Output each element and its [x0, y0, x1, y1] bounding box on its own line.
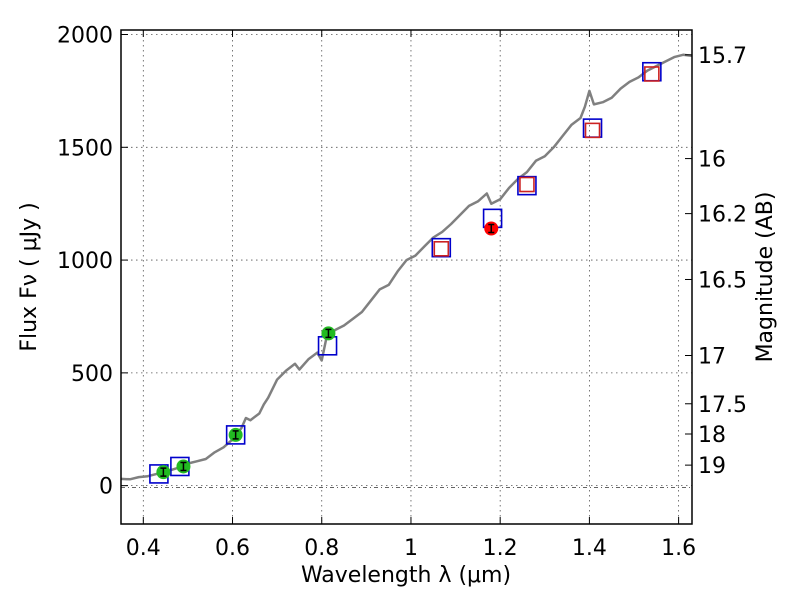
photometry-square [584, 122, 601, 139]
grid-lines [121, 30, 692, 524]
y2-tick-label: 15.7 [698, 44, 747, 69]
photometry-square [433, 241, 450, 257]
data-series [120, 53, 693, 484]
y2-tick-label: 17.5 [698, 393, 747, 418]
x-tick-label: 0.8 [304, 536, 339, 561]
y2-tick-label: 18 [698, 423, 726, 448]
photometry-square [517, 175, 537, 196]
y2-axis-label: Magnitude (AB) [753, 192, 778, 363]
photometry-square [519, 176, 535, 193]
y-tick-label: 1500 [57, 136, 113, 161]
y-tick-label: 500 [71, 362, 113, 387]
photometry-square [431, 237, 452, 258]
y-tick-label: 1000 [57, 249, 113, 274]
photometry-square [225, 425, 246, 445]
x-tick-label: 1 [404, 536, 418, 561]
y-tick-label: 0 [99, 475, 113, 500]
x-tick-label: 1.2 [483, 536, 518, 561]
y2-tick-label: 17 [698, 344, 726, 369]
y2-tick-label: 19 [698, 454, 726, 479]
photometry-square [644, 66, 660, 82]
y-axis-label: Flux Fν ( μJy ) [17, 202, 42, 351]
spectrum-line [120, 53, 693, 481]
y2-tick-label: 16.5 [698, 268, 747, 293]
y2-tick-label: 16.2 [698, 203, 747, 228]
x-tick-label: 0.4 [126, 536, 161, 561]
y-tick-label: 2000 [57, 24, 113, 49]
axis-ticks: 0.4 0.6 0.8 1 1.2 1.4 1.6 0 500 1000 1500 2000 15.7 1… [57, 24, 747, 561]
plot-frame [120, 29, 693, 525]
x-tick-label: 0.6 [215, 536, 250, 561]
x-axis-label: Wavelength λ (μm) [301, 563, 511, 588]
y2-tick-label: 16 [698, 148, 726, 173]
x-tick-label: 1.6 [661, 536, 696, 561]
x-tick-label: 1.4 [572, 536, 607, 561]
